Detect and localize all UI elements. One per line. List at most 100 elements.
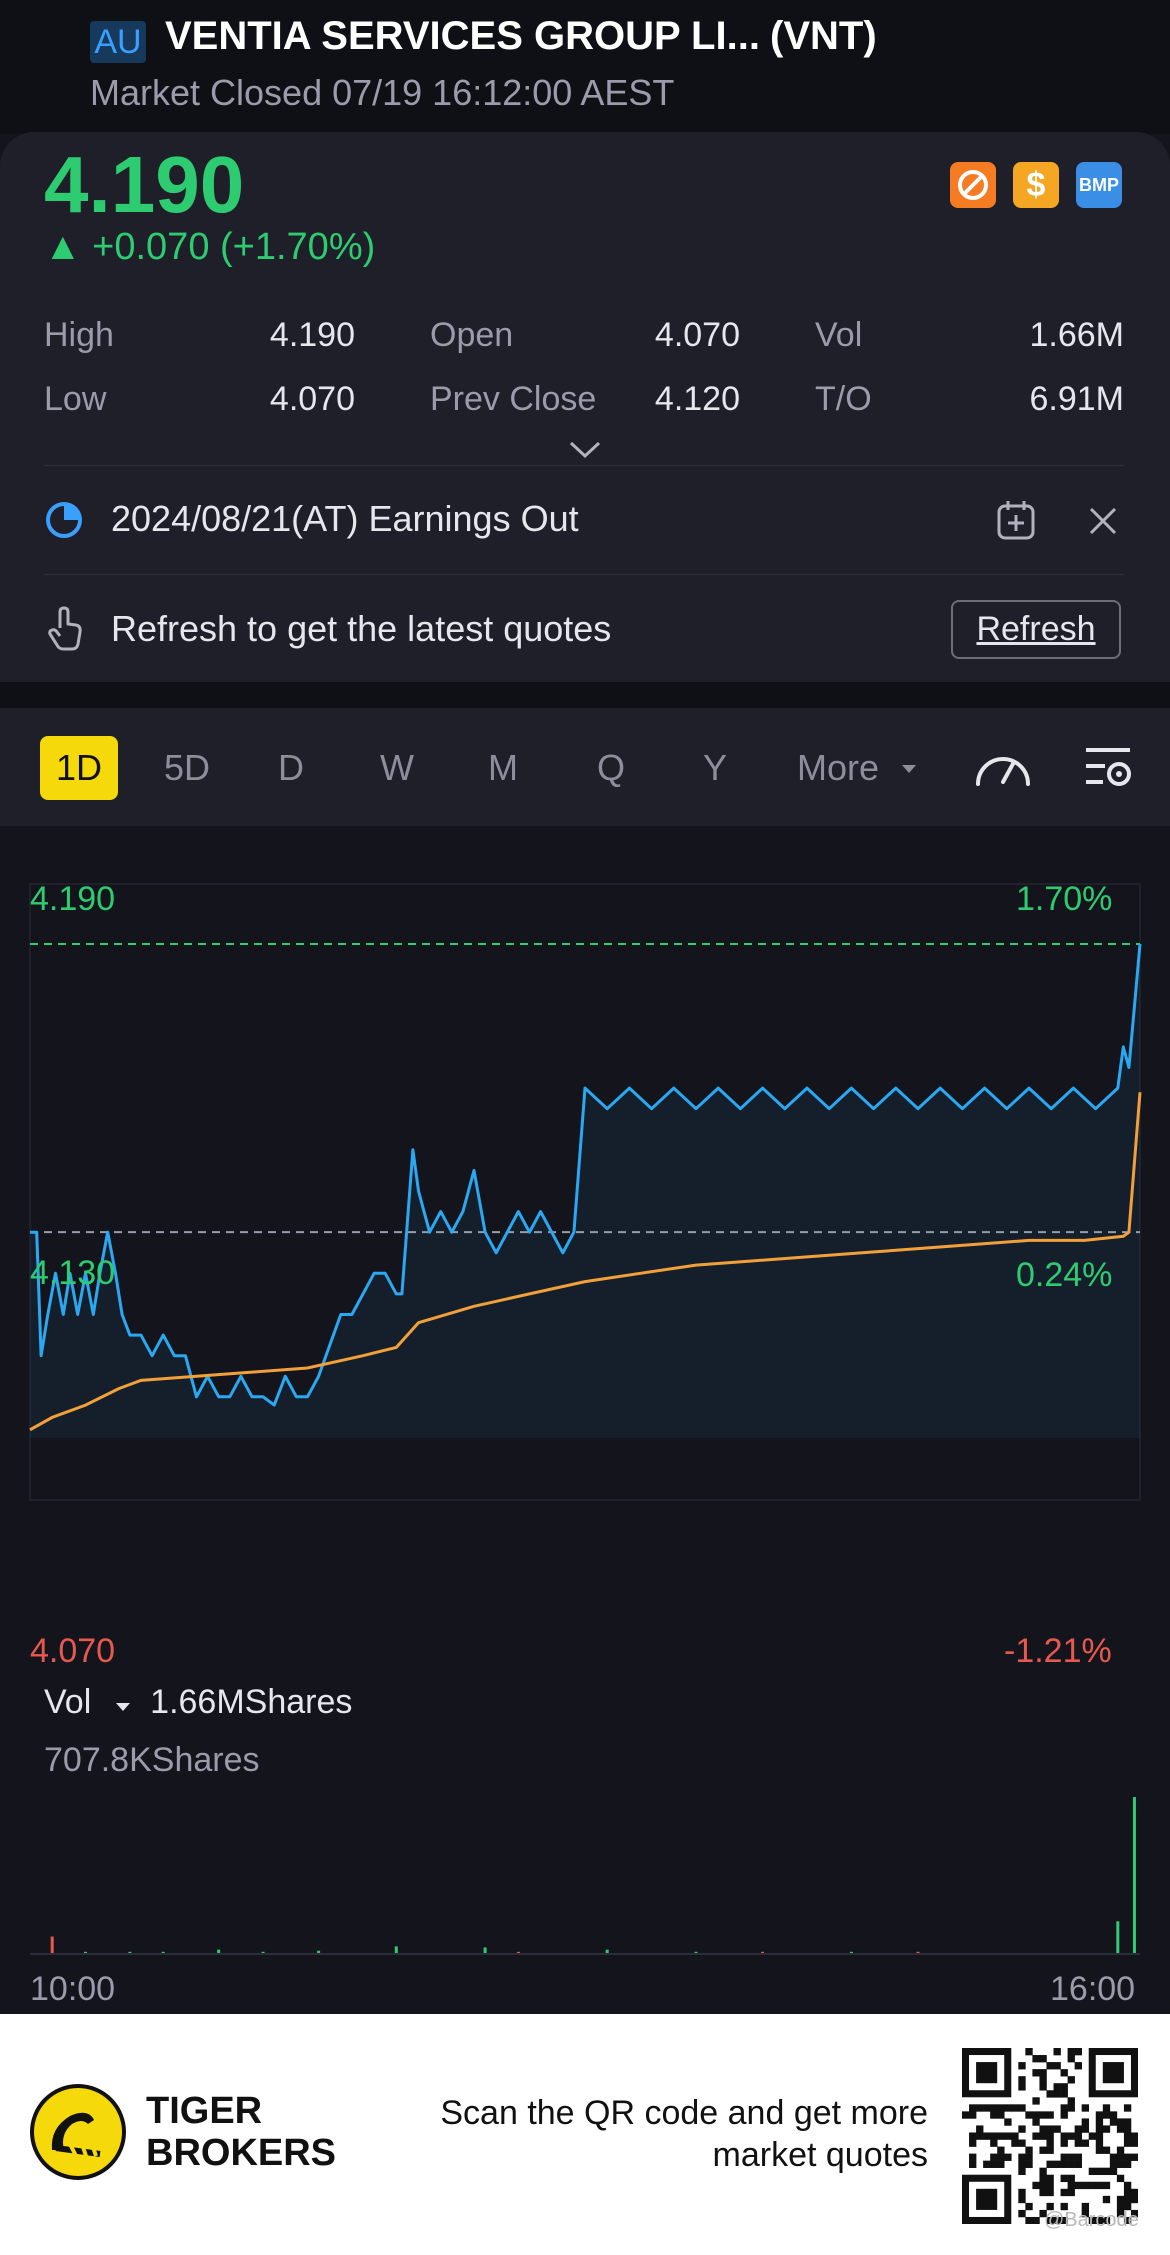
- qr-module: [1074, 2132, 1082, 2140]
- no-short-icon[interactable]: [950, 162, 996, 208]
- qr-module: [1074, 2062, 1082, 2070]
- qr-module: [1074, 2153, 1082, 2161]
- volume-bar: [317, 1950, 321, 1954]
- qr-module: [1018, 2083, 1026, 2091]
- qr-module: [1102, 2146, 1111, 2154]
- tab-year[interactable]: Y: [702, 747, 727, 788]
- time-start: 10:00: [30, 1970, 116, 2008]
- qr-module: [990, 2104, 998, 2112]
- chevron-down-icon[interactable]: [568, 440, 602, 465]
- dividend-icon[interactable]: $: [1013, 162, 1059, 208]
- caret-down-icon[interactable]: [900, 762, 918, 780]
- volume-bar: [1116, 1921, 1120, 1954]
- qr-module: [1116, 2174, 1125, 2183]
- tab-5d[interactable]: 5D: [163, 747, 211, 788]
- volume-indicator[interactable]: Vol 1.66MShares: [44, 1683, 352, 1722]
- qr-module: [1095, 2125, 1104, 2133]
- chart-settings-icon[interactable]: [1083, 744, 1135, 797]
- qr-module: [1130, 2195, 1138, 2204]
- qr-module: [1025, 2216, 1033, 2224]
- qr-module: [1109, 2160, 1118, 2168]
- qr-module: [1046, 2181, 1054, 2190]
- qr-module: [1039, 2181, 1047, 2190]
- qr-module: [1067, 2174, 1075, 2183]
- refresh-button[interactable]: Refresh: [951, 600, 1121, 659]
- pct-label-top: 1.70%: [1016, 880, 1113, 918]
- qr-module: [1067, 2048, 1075, 2056]
- intraday-chart[interactable]: [0, 826, 1170, 2014]
- tab-quarter[interactable]: Q: [596, 747, 625, 788]
- qr-module: [1081, 2209, 1090, 2218]
- tab-month[interactable]: M: [488, 747, 518, 788]
- qr-module: [1123, 2139, 1132, 2147]
- qr-module: [1039, 2132, 1047, 2140]
- qr-module: [1116, 2118, 1125, 2126]
- qr-module: [1060, 2153, 1068, 2161]
- qr-module: [1123, 2188, 1132, 2197]
- qr-module: [997, 2146, 1005, 2154]
- vol-label: Vol: [815, 316, 863, 354]
- scan-prompt: Scan the QR code and get more market quo…: [380, 2092, 928, 2176]
- vol-indicator-label[interactable]: Vol: [44, 1683, 92, 1721]
- tab-day[interactable]: D: [278, 747, 304, 788]
- volume-bar: [161, 1951, 165, 1954]
- qr-module: [1032, 2055, 1040, 2063]
- qr-finder: [1102, 2062, 1124, 2084]
- volume-bar: [84, 1951, 87, 1954]
- earnings-notice[interactable]: 2024/08/21(AT) Earnings Out: [111, 498, 579, 539]
- qr-module: [962, 2111, 970, 2119]
- price-area: [30, 944, 1140, 1438]
- tab-week[interactable]: W: [380, 747, 414, 788]
- qr-module: [1060, 2090, 1068, 2098]
- qr-module: [1039, 2174, 1047, 2183]
- qr-module: [990, 2111, 998, 2119]
- qr-module: [1060, 2083, 1068, 2091]
- qr-module: [969, 2132, 977, 2140]
- qr-module: [1025, 2153, 1033, 2161]
- qr-module: [1074, 2048, 1082, 2056]
- qr-module: [1032, 2069, 1040, 2077]
- caret-down-icon[interactable]: [115, 1683, 131, 1722]
- qr-module: [1102, 2111, 1111, 2119]
- qr-module: [1081, 2118, 1090, 2126]
- qr-module: [1067, 2153, 1075, 2161]
- qr-module: [1004, 2104, 1012, 2112]
- volume-bar: [483, 1947, 487, 1954]
- qr-module: [1102, 2195, 1111, 2204]
- qr-module: [1095, 2146, 1104, 2154]
- qr-module: [1018, 2188, 1026, 2197]
- tab-more[interactable]: More: [796, 747, 880, 788]
- quote-panel: [0, 132, 1170, 682]
- volume-bar: [916, 1951, 920, 1954]
- qr-module: [1116, 2153, 1125, 2161]
- qr-module: [990, 2132, 998, 2140]
- close-icon[interactable]: [1088, 506, 1118, 541]
- speedometer-icon[interactable]: [972, 744, 1034, 795]
- bmp-icon[interactable]: BMP: [1076, 162, 1122, 208]
- qr-module: [976, 2104, 984, 2112]
- exchange-badge: AU: [90, 21, 146, 63]
- qr-module: [1130, 2153, 1138, 2161]
- volume-bar: [1132, 1797, 1136, 1954]
- qr-module: [1123, 2132, 1132, 2140]
- volume-bar: [849, 1951, 853, 1954]
- vol-total: 1.66MShares: [150, 1683, 353, 1721]
- qr-module: [1102, 2181, 1111, 2190]
- qr-module: [1039, 2111, 1047, 2119]
- qr-module: [1123, 2195, 1132, 2204]
- prev-close-value: 4.120: [654, 380, 740, 418]
- qr-module: [1116, 2202, 1125, 2211]
- qr-module: [1060, 2216, 1068, 2224]
- qr-module: [1060, 2202, 1068, 2211]
- qr-module: [1018, 2125, 1026, 2133]
- add-calendar-icon[interactable]: [996, 499, 1036, 546]
- qr-module: [1032, 2097, 1040, 2105]
- qr-module: [1109, 2111, 1118, 2119]
- qr-module: [1088, 2167, 1097, 2176]
- stock-name: VENTIA SERVICES GROUP LI...: [165, 14, 760, 58]
- tab-1d[interactable]: 1D: [40, 736, 118, 800]
- qr-module: [997, 2132, 1005, 2140]
- qr-module: [1039, 2055, 1047, 2063]
- prev-close-label: Prev Close: [430, 380, 597, 418]
- qr-module: [1095, 2139, 1104, 2147]
